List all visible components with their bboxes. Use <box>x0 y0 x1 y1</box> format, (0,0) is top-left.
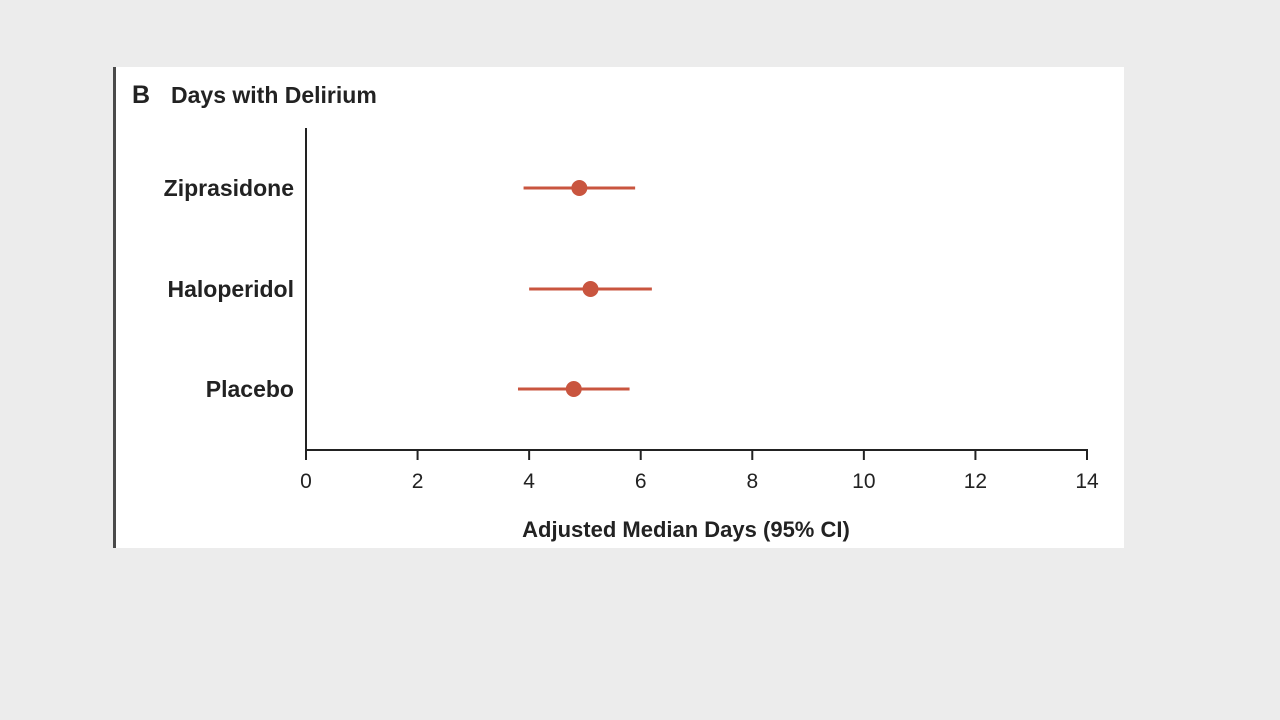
category-label: Ziprasidone <box>164 175 294 201</box>
x-axis-title: Adjusted Median Days (95% CI) <box>522 517 850 542</box>
point-estimate <box>571 180 588 196</box>
category-label: Haloperidol <box>167 276 294 302</box>
chart-title: Days with Delirium <box>171 82 377 108</box>
x-tick-label: 0 <box>300 470 312 493</box>
x-tick-label: 12 <box>964 470 987 493</box>
panel-letter: B <box>132 81 150 109</box>
x-tick-label: 6 <box>635 470 647 493</box>
x-tick-label: 8 <box>746 470 758 493</box>
x-tick-label: 4 <box>523 470 535 493</box>
x-tick-label: 14 <box>1075 470 1099 493</box>
category-label: Placebo <box>206 376 294 402</box>
x-tick-label: 10 <box>852 470 875 493</box>
point-estimate <box>582 281 599 297</box>
point-estimate <box>565 381 582 397</box>
x-tick-label: 2 <box>412 470 424 493</box>
forest-plot: B Days with Delirium 0 2 4 6 8 10 12 14 Ziprasid… <box>132 81 1099 542</box>
chart-panel: B Days with Delirium 0 2 4 6 8 10 12 14 Ziprasid… <box>113 67 1124 548</box>
